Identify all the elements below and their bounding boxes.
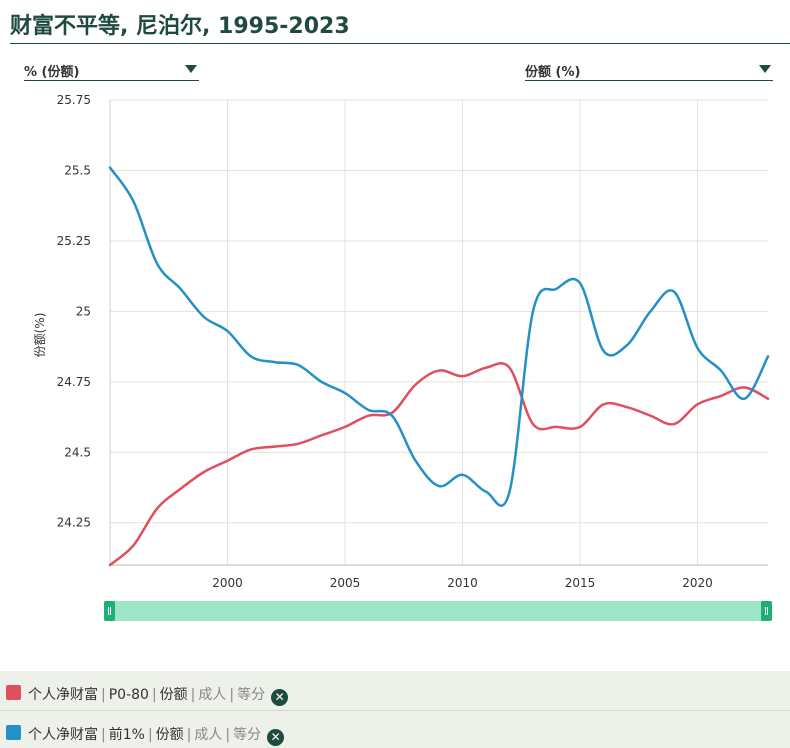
range-slider-end-handle[interactable] [761, 601, 772, 621]
series-lines [108, 166, 770, 567]
title-divider [10, 43, 790, 44]
range-slider-start-handle[interactable] [104, 601, 115, 621]
x-tick-label: 2005 [330, 576, 361, 590]
legend-swatch [6, 685, 21, 700]
page-title: 财富不平等, 尼泊尔, 1995-2023 [10, 14, 350, 39]
legend-sharing: 等分 [237, 687, 266, 703]
legend-text: 个人净财富 | P0-80 | 份额 | 成人 | 等分 ✕ [28, 684, 289, 706]
legend-group: 前1% [108, 727, 145, 743]
indicator-selector-label: 份额 (%) [525, 65, 581, 80]
series-line-0 [108, 361, 770, 567]
unit-selector[interactable]: % (份额) [24, 57, 199, 81]
unit-selector-label: % (份额) [24, 65, 80, 80]
x-tick-label: 2000 [212, 576, 243, 590]
indicator-selector[interactable]: 份额 (%) [525, 57, 773, 81]
close-icon[interactable]: ✕ [271, 689, 289, 706]
legend-swatch [6, 725, 21, 740]
legend-unit: 成人 [198, 687, 227, 703]
y-tick-label: 24.25 [57, 516, 91, 530]
y-tick-label: 25.5 [64, 163, 91, 177]
y-tick-label: 25 [76, 304, 91, 318]
x-tick-label: 2010 [447, 576, 478, 590]
legend-sharing: 等分 [233, 727, 262, 743]
legend: 个人净财富 | P0-80 | 份额 | 成人 | 等分 ✕ 个人净财富 | 前1% | 份额 | 成人 | 等分… [0, 671, 790, 748]
legend-item: 个人净财富 | P0-80 | 份额 | 成人 | 等分 ✕ [0, 673, 790, 711]
y-axis-label: 份额(%) [33, 313, 47, 358]
legend-indicator: 个人净财富 [28, 727, 98, 743]
series-line-1 [108, 166, 770, 507]
legend-unit: 成人 [194, 727, 223, 743]
y-tick-label: 24.75 [57, 375, 91, 389]
range-slider-track[interactable] [104, 601, 772, 621]
chevron-down-icon [759, 65, 771, 73]
close-icon[interactable]: ✕ [267, 729, 285, 746]
axes: 24.25 24.5 24.75 25 25.25 25.5 25.75 2000 2005 20… [57, 93, 768, 590]
x-tick-label: 2015 [565, 576, 596, 590]
legend-item: 个人净财富 | 前1% | 份额 | 成人 | 等分 ✕ [0, 713, 790, 748]
legend-text: 个人净财富 | 前1% | 份额 | 成人 | 等分 ✕ [28, 724, 285, 746]
legend-measure: 份额 [155, 727, 184, 743]
grid [110, 99, 768, 565]
line-chart: 24.25 24.5 24.75 25 25.25 25.5 25.75 2000 2005 20… [33, 93, 770, 590]
legend-indicator: 个人净财富 [28, 687, 98, 703]
y-tick-label: 24.5 [64, 445, 91, 459]
chevron-down-icon [185, 65, 197, 73]
legend-measure: 份额 [159, 687, 188, 703]
y-tick-label: 25.25 [57, 234, 91, 248]
y-tick-label: 25.75 [57, 93, 91, 107]
x-tick-label: 2020 [682, 576, 713, 590]
legend-group: P0-80 [108, 687, 149, 703]
